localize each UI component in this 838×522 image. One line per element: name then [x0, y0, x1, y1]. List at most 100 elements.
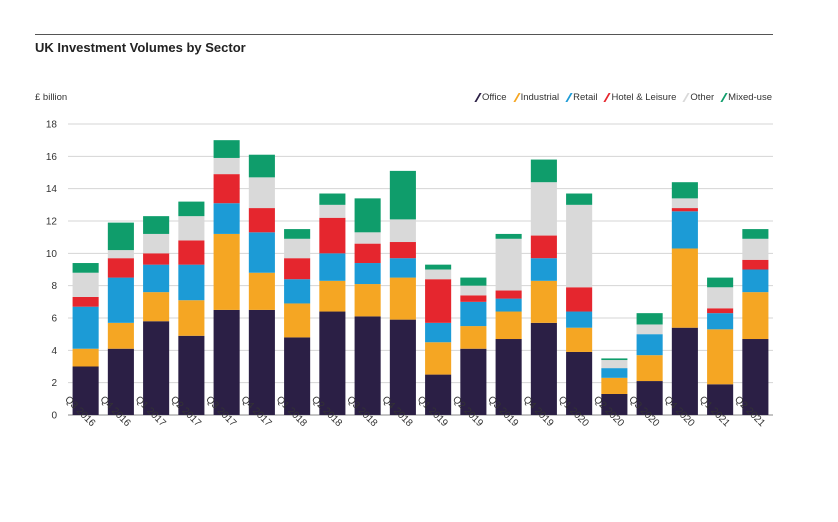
- bar-segment-office: [460, 348, 487, 415]
- bar-segment-other: [213, 157, 240, 175]
- bar-segment-other: [248, 177, 275, 209]
- bar-segment-mixed-use: [389, 170, 416, 220]
- bar-segment-hotel-leisure: [389, 242, 416, 259]
- y-tick-label: 16: [46, 152, 58, 163]
- bar-segment-hotel-leisure: [671, 208, 698, 212]
- bar-segment-retail: [389, 258, 416, 278]
- legend-item: Mixed-use: [720, 92, 772, 103]
- bar-segment-other: [284, 238, 311, 259]
- bar-segment-other: [707, 287, 734, 309]
- bar-segment-industrial: [354, 284, 381, 317]
- bar-segment-office: [72, 366, 99, 415]
- bar-segment-other: [742, 238, 769, 260]
- bar-segment-mixed-use: [425, 264, 452, 270]
- chart-legend: Office Industrial Retail Hotel & Leisure Oth…: [474, 92, 772, 103]
- legend-label: Mixed-use: [728, 92, 772, 103]
- bar-segment-other: [495, 238, 522, 291]
- bar-segment-industrial: [460, 326, 487, 349]
- bar-segment-industrial: [389, 277, 416, 320]
- y-tick-label: 2: [51, 378, 57, 389]
- bar-segment-retail: [460, 301, 487, 327]
- bar-segment-other: [425, 269, 452, 280]
- bar-segment-office: [601, 393, 628, 415]
- bar-segment-mixed-use: [566, 193, 593, 205]
- bar-segment-mixed-use: [636, 313, 663, 325]
- bar-segment-retail: [107, 277, 134, 323]
- bar-segment-industrial: [495, 311, 522, 340]
- bar-segment-other: [671, 198, 698, 209]
- bar-segment-mixed-use: [742, 229, 769, 239]
- bar-segment-industrial: [601, 377, 628, 394]
- bar-segment-mixed-use: [284, 229, 311, 239]
- bar-segment-mixed-use: [460, 277, 487, 286]
- bar-segment-hotel-leisure: [566, 287, 593, 312]
- bar-segment-office: [143, 321, 170, 415]
- bar-segment-industrial: [143, 292, 170, 322]
- bar-segment-hotel-leisure: [354, 243, 381, 264]
- bar-segment-other: [566, 204, 593, 288]
- chart-title: UK Investment Volumes by Sector: [35, 40, 246, 55]
- bar-segment-office: [319, 311, 346, 415]
- bar-segment-industrial: [284, 303, 311, 338]
- bar-segment-retail: [72, 306, 99, 349]
- bar-segment-office: [671, 327, 698, 415]
- bar-segment-retail: [707, 313, 734, 330]
- bar-segment-mixed-use: [671, 182, 698, 199]
- bar-segment-office: [707, 384, 734, 415]
- y-tick-label: 0: [51, 411, 57, 422]
- bar-segment-office: [742, 339, 769, 415]
- bar-segment-retail: [495, 298, 522, 312]
- bar-segment-other: [601, 360, 628, 369]
- bar-segment-other: [178, 216, 205, 241]
- bar-segment-other: [460, 285, 487, 296]
- bar-segment-industrial: [742, 292, 769, 340]
- bar-segment-mixed-use: [530, 159, 557, 183]
- bar-segment-industrial: [636, 355, 663, 382]
- legend-label: Hotel & Leisure: [611, 92, 677, 103]
- bar-segment-other: [530, 182, 557, 236]
- bar-segment-industrial: [319, 280, 346, 312]
- bar-segment-hotel-leisure: [742, 259, 769, 270]
- bar-segment-hotel-leisure: [72, 296, 99, 307]
- legend-item: Retail: [565, 92, 598, 103]
- bar-segment-hotel-leisure: [319, 217, 346, 254]
- legend-label: Office: [481, 92, 507, 103]
- bar-segment-mixed-use: [707, 277, 734, 288]
- bar-segment-office: [389, 319, 416, 415]
- bar-segment-other: [107, 250, 134, 259]
- bar-segment-retail: [671, 211, 698, 249]
- bar-segment-industrial: [566, 327, 593, 352]
- bar-segment-mixed-use: [248, 154, 275, 178]
- legend-label: Retail: [573, 92, 598, 103]
- bar-segment-office: [354, 316, 381, 415]
- bar-segment-retail: [248, 232, 275, 273]
- bar-segment-industrial: [425, 342, 452, 375]
- bar-segment-mixed-use: [72, 263, 99, 273]
- y-tick-label: 8: [51, 281, 57, 292]
- bar-segment-hotel-leisure: [284, 258, 311, 280]
- bar-segment-retail: [213, 203, 240, 234]
- bar-segment-other: [72, 272, 99, 297]
- legend-label: Other: [690, 92, 715, 103]
- bar-segment-office: [566, 351, 593, 415]
- y-tick-label: 6: [51, 314, 57, 325]
- bar-segment-mixed-use: [319, 193, 346, 205]
- y-tick-label: 18: [46, 120, 58, 131]
- bar-segment-mixed-use: [354, 198, 381, 233]
- bar-segment-mixed-use: [213, 140, 240, 158]
- y-tick-label: 4: [51, 346, 57, 357]
- legend-item: Industrial: [512, 92, 559, 103]
- bar-segment-hotel-leisure: [107, 258, 134, 278]
- bar-segment-industrial: [530, 280, 557, 323]
- bar-segment-retail: [354, 263, 381, 285]
- bar-segment-retail: [284, 279, 311, 304]
- bar-segment-industrial: [707, 329, 734, 385]
- bar-segment-industrial: [248, 272, 275, 310]
- bar-segment-other: [636, 324, 663, 335]
- bar-segment-retail: [636, 334, 663, 356]
- bar-segment-hotel-leisure: [213, 174, 240, 204]
- bar-segment-industrial: [72, 348, 99, 367]
- bar-segment-hotel-leisure: [248, 208, 275, 233]
- y-axis-unit-label: £ billion: [35, 92, 68, 103]
